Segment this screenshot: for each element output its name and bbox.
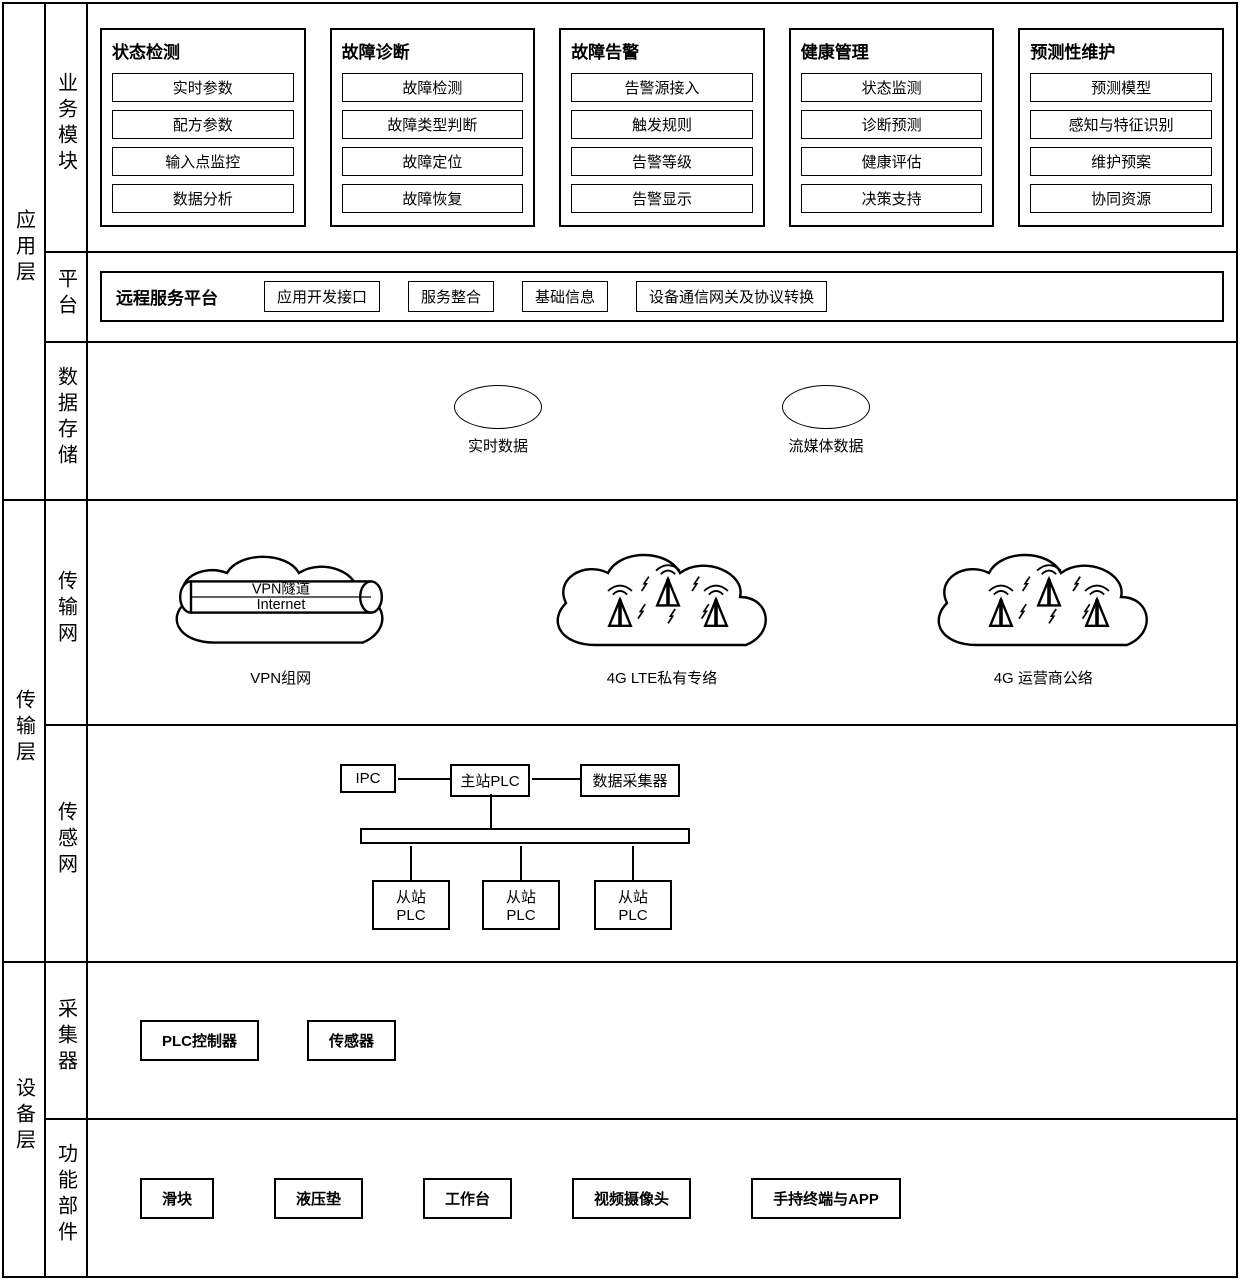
net-item: 4G 运营商公络: [863, 537, 1224, 688]
biz-item: 决策支持: [801, 184, 983, 213]
biz-col-title: 故障诊断: [342, 38, 524, 63]
sub-component-label: 功能部件: [45, 1119, 87, 1277]
biz-col-title: 故障告警: [571, 38, 753, 63]
biz-item: 状态监测: [801, 73, 983, 102]
storage-item: 实时数据: [454, 385, 542, 456]
biz-item: 告警等级: [571, 147, 753, 176]
architecture-diagram: 应用层 业务模块 状态检测实时参数配方参数输入点监控数据分析故障诊断故障检测故障…: [2, 2, 1238, 1278]
node-slave-3: 从站PLC: [594, 880, 672, 930]
cloud-icon: [522, 537, 802, 657]
component-item: 液压垫: [274, 1178, 363, 1219]
biz-item: 维护预案: [1030, 147, 1212, 176]
collector-cell: PLC控制器 传感器: [87, 962, 1237, 1120]
node-master: 主站PLC: [450, 764, 530, 797]
cylinder-icon: [782, 385, 870, 429]
biz-item: 预测模型: [1030, 73, 1212, 102]
svg-text:Internet: Internet: [256, 597, 305, 613]
net-label: 4G 运营商公络: [994, 667, 1093, 688]
node-slave-1: 从站PLC: [372, 880, 450, 930]
component-cell: 滑块 液压垫 工作台 视频摄像头 手持终端与APP: [87, 1119, 1237, 1277]
biz-item: 输入点监控: [112, 147, 294, 176]
collector-item: 传感器: [307, 1020, 396, 1061]
storage-label: 流媒体数据: [788, 435, 863, 456]
sub-platform-label: 平台: [45, 252, 87, 342]
net-cell: VPN隧道 Internet VPN组网 4G LTE私有专络: [87, 500, 1237, 725]
biz-item: 协同资源: [1030, 184, 1212, 213]
storage-label: 实时数据: [468, 435, 528, 456]
cloud-icon: [903, 537, 1183, 657]
biz-item: 故障检测: [342, 73, 524, 102]
biz-item: 告警显示: [571, 184, 753, 213]
component-item: 工作台: [423, 1178, 512, 1219]
cloud-icon: VPN隧道 Internet: [136, 537, 426, 657]
biz-modules: 状态检测实时参数配方参数输入点监控数据分析故障诊断故障检测故障类型判断故障定位故…: [87, 3, 1237, 252]
biz-item: 告警源接入: [571, 73, 753, 102]
net-item: VPN隧道 Internet VPN组网: [100, 537, 461, 688]
net-label: 4G LTE私有专络: [607, 667, 718, 688]
cylinder-icon: [454, 385, 542, 429]
biz-col: 故障诊断故障检测故障类型判断故障定位故障恢复: [330, 28, 536, 227]
biz-item: 感知与特征识别: [1030, 110, 1212, 139]
node-collector: 数据采集器: [580, 764, 680, 797]
biz-item: 健康评估: [801, 147, 983, 176]
sub-collector-label: 采集器: [45, 962, 87, 1120]
sub-storage-label: 数据存储: [45, 342, 87, 500]
biz-col: 预测性维护预测模型感知与特征识别维护预案协同资源: [1018, 28, 1224, 227]
biz-col-title: 健康管理: [801, 38, 983, 63]
biz-item: 实时参数: [112, 73, 294, 102]
component-item: 手持终端与APP: [751, 1178, 901, 1219]
net-label: VPN组网: [250, 667, 311, 688]
biz-col: 状态检测实时参数配方参数输入点监控数据分析: [100, 28, 306, 227]
biz-col: 健康管理状态监测诊断预测健康评估决策支持: [789, 28, 995, 227]
collector-item: PLC控制器: [140, 1020, 259, 1061]
biz-item: 故障恢复: [342, 184, 524, 213]
storage-item: 流媒体数据: [782, 385, 870, 456]
layer-app-label: 应用层: [3, 3, 45, 500]
component-item: 滑块: [140, 1178, 214, 1219]
platform-item: 基础信息: [522, 281, 608, 312]
biz-item: 配方参数: [112, 110, 294, 139]
sub-biz-label: 业务模块: [45, 3, 87, 252]
net-item: 4G LTE私有专络: [481, 537, 842, 688]
component-item: 视频摄像头: [572, 1178, 691, 1219]
sub-sensor-label: 传感网: [45, 725, 87, 962]
biz-col: 故障告警告警源接入触发规则告警等级告警显示: [559, 28, 765, 227]
platform-title: 远程服务平台: [116, 284, 236, 309]
biz-item: 诊断预测: [801, 110, 983, 139]
platform-cell: 远程服务平台 应用开发接口服务整合基础信息设备通信网关及协议转换: [87, 252, 1237, 342]
biz-col-title: 预测性维护: [1030, 38, 1212, 63]
sub-net-label: 传输网: [45, 500, 87, 725]
platform-item: 设备通信网关及协议转换: [636, 281, 827, 312]
platform-item: 应用开发接口: [264, 281, 380, 312]
bus-bar: [360, 828, 690, 844]
svg-text:VPN隧道: VPN隧道: [251, 580, 309, 597]
layer-device-label: 设备层: [3, 962, 45, 1277]
node-slave-2: 从站PLC: [482, 880, 560, 930]
biz-item: 触发规则: [571, 110, 753, 139]
layer-transport-label: 传输层: [3, 500, 45, 962]
biz-item: 数据分析: [112, 184, 294, 213]
platform-item: 服务整合: [408, 281, 494, 312]
node-ipc: IPC: [340, 764, 396, 793]
storage-cell: 实时数据 流媒体数据: [87, 342, 1237, 500]
biz-item: 故障定位: [342, 147, 524, 176]
biz-item: 故障类型判断: [342, 110, 524, 139]
biz-col-title: 状态检测: [112, 38, 294, 63]
sensor-cell: IPC 主站PLC 数据采集器 从站PLC 从站PLC 从站PLC: [87, 725, 1237, 962]
